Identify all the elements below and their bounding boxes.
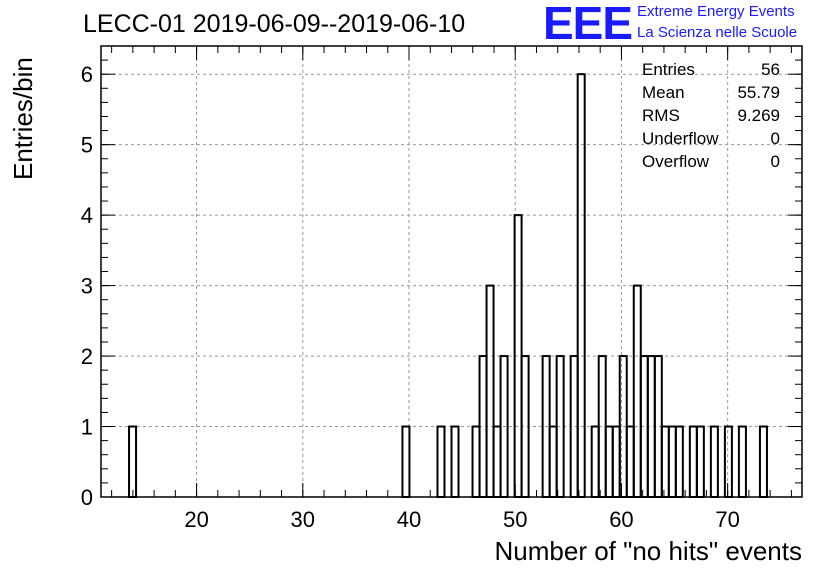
- stat-row-entries: Entries 56: [642, 58, 780, 81]
- stat-label: Underflow: [642, 129, 719, 148]
- stat-row-mean: Mean 55.79: [642, 81, 780, 104]
- grid-lines: [101, 46, 802, 497]
- stat-row-rms: RMS 9.269: [642, 104, 780, 127]
- y-tick-label: 5: [81, 133, 93, 158]
- histogram-bar: [611, 425, 621, 498]
- stats-box: Entries 56 Mean 55.79 RMS 9.269 Underflo…: [642, 58, 780, 173]
- y-tick-label: 4: [81, 203, 93, 228]
- histogram-bar: [450, 425, 460, 498]
- histogram-bar: [625, 425, 635, 498]
- stat-label: Overflow: [642, 152, 710, 171]
- histogram-bar: [485, 284, 495, 498]
- histogram-bar: [492, 425, 502, 498]
- stat-value: 0: [770, 152, 780, 171]
- histogram-bar: [695, 425, 705, 498]
- stat-row-overflow: Overflow 0: [642, 150, 780, 173]
- histogram-bar: [667, 425, 677, 498]
- histogram-bar: [436, 425, 446, 498]
- histogram-bar: [401, 425, 411, 498]
- y-tick-label: 2: [81, 344, 93, 369]
- x-tick-label: 30: [291, 507, 315, 532]
- stat-value: 9.269: [737, 106, 780, 125]
- histogram-bar: [758, 425, 768, 498]
- histogram-bar: [723, 425, 733, 498]
- histogram-bar: [632, 284, 642, 498]
- histogram-bar: [688, 425, 698, 498]
- histogram-bar: [128, 425, 138, 498]
- stat-value: 56: [761, 60, 780, 79]
- logo-line-1: Extreme Energy Events: [637, 3, 795, 20]
- x-axis-label: Number of "no hits" events: [494, 536, 803, 566]
- histogram-bar: [709, 425, 719, 498]
- histogram-bar: [548, 425, 558, 498]
- stat-row-underflow: Underflow 0: [642, 127, 780, 150]
- eee-logo: EEE: [543, 0, 633, 49]
- y-tick-label: 0: [81, 485, 93, 510]
- y-axis-label: Entries/bin: [8, 57, 38, 180]
- x-tick-label: 50: [503, 507, 527, 532]
- stat-label: Mean: [642, 83, 685, 102]
- y-tick-label: 3: [81, 274, 93, 299]
- plot-frame: [100, 45, 803, 498]
- histogram-bar: [604, 425, 614, 498]
- x-tick-label: 70: [715, 507, 739, 532]
- x-tick-label: 40: [397, 507, 421, 532]
- histogram-bar: [737, 425, 747, 498]
- chart-title: LECC-01 2019-06-09--2019-06-10: [83, 10, 466, 38]
- histogram-bar: [660, 425, 670, 498]
- stat-label: Entries: [642, 60, 695, 79]
- y-tick-label: 6: [81, 62, 93, 87]
- histogram-bar: [471, 425, 481, 498]
- histogram-bar: [590, 425, 600, 498]
- stat-value: 55.79: [737, 83, 780, 102]
- stat-label: RMS: [642, 106, 680, 125]
- stat-value: 0: [770, 129, 780, 148]
- histogram-bar: [674, 425, 684, 498]
- y-tick-label: 1: [81, 415, 93, 440]
- x-tick-label: 60: [609, 507, 633, 532]
- logo-line-2: La Scienza nelle Scuole: [637, 24, 798, 41]
- x-tick-label: 20: [184, 507, 208, 532]
